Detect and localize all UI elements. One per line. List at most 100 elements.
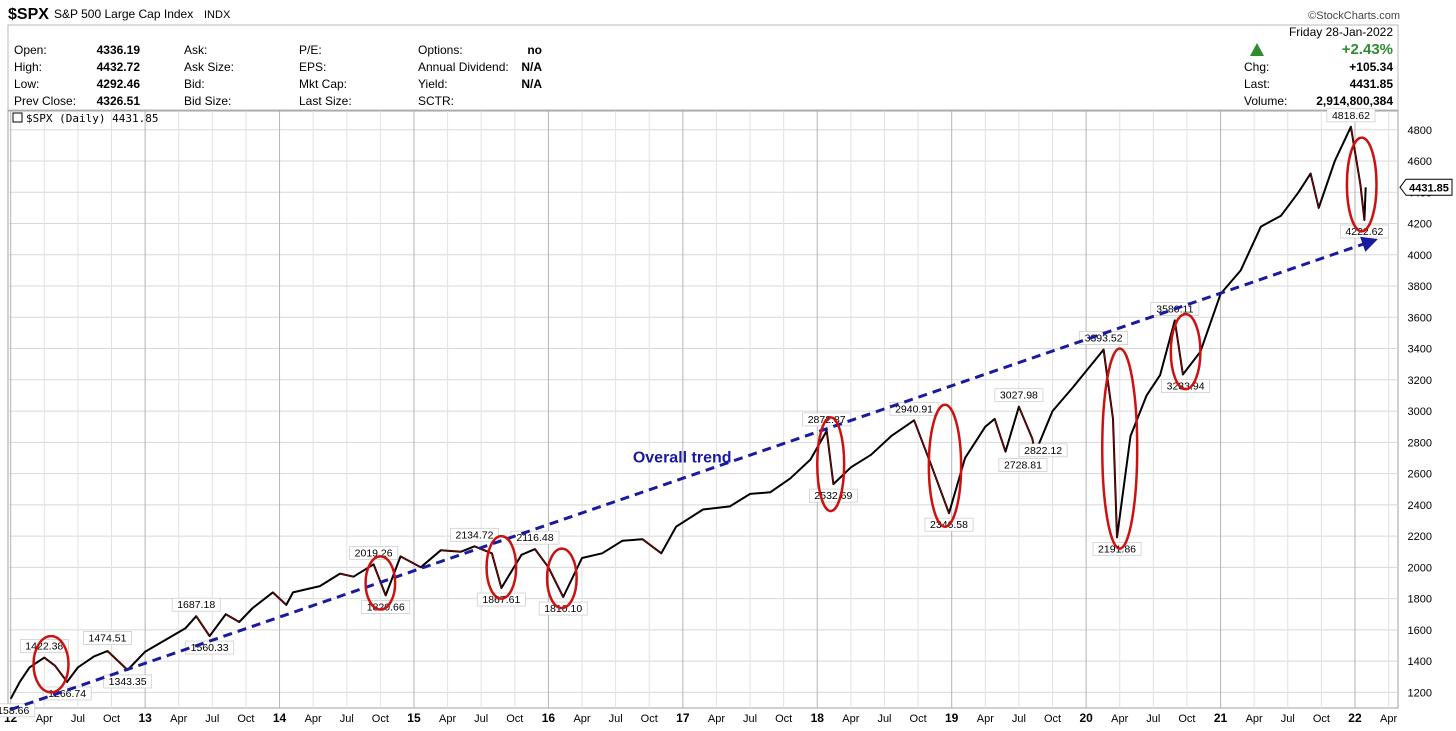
value-label-box xyxy=(171,597,221,612)
grid xyxy=(8,111,1398,708)
x-tick-label: 21 xyxy=(1214,711,1228,725)
y-tick-label: 3400 xyxy=(1408,344,1432,356)
y-tick-label: 4800 xyxy=(1408,125,1432,137)
x-tick-label: Oct xyxy=(372,713,389,725)
down-segment xyxy=(642,538,662,554)
bid-label: Bid: xyxy=(184,77,205,91)
value-label: 1158.66 xyxy=(0,705,29,717)
down-segment xyxy=(994,418,1006,452)
last-price-tag xyxy=(1399,178,1453,196)
value-label-box xyxy=(0,703,36,718)
value-label: 1343.35 xyxy=(109,676,147,688)
value-label: 2728.81 xyxy=(1004,459,1042,471)
value-label: 2191.86 xyxy=(1098,543,1136,555)
options-value: no xyxy=(527,43,542,57)
x-tick-label: Apr xyxy=(708,713,725,725)
x-tick-label: 16 xyxy=(542,711,556,725)
x-tick-label: Oct xyxy=(775,713,792,725)
x-tick-label: Apr xyxy=(842,713,859,725)
x-tick-label: Apr xyxy=(1380,713,1397,725)
legend-label: $SPX (Daily) 4431.85 xyxy=(26,112,158,125)
x-tick-label: 17 xyxy=(676,711,690,725)
y-tick-label: 2600 xyxy=(1408,469,1432,481)
options-label: Options: xyxy=(418,43,463,57)
x-tick-label: 13 xyxy=(138,711,152,725)
x-axis: 12 Apr Jul Oct 13 Apr Jul Oct 14 Apr Jul Oct 15 Apr Ju… xyxy=(4,711,1397,725)
x-tick-label: Jul xyxy=(474,713,488,725)
pe-label: P/E: xyxy=(299,43,322,57)
price-series xyxy=(9,125,1367,700)
down-segment xyxy=(1359,184,1365,221)
x-tick-label: 22 xyxy=(1348,711,1362,725)
x-tick-label: Jul xyxy=(877,713,891,725)
down-segment xyxy=(195,616,210,637)
prev-close-label: Prev Close: xyxy=(14,94,76,108)
down-segment xyxy=(1310,173,1320,208)
low-label: Low: xyxy=(14,77,39,91)
open-label: Open: xyxy=(14,43,47,57)
x-tick-label: 18 xyxy=(811,711,825,725)
down-segment xyxy=(44,657,56,667)
pct-change: +2.43% xyxy=(1342,41,1393,58)
x-tick-label: Oct xyxy=(1313,713,1330,725)
y-axis: 1200 1400 1600 1800 2000 2200 2400 2600 2800 3000… xyxy=(1408,125,1432,700)
x-tick-label: Oct xyxy=(1044,713,1061,725)
low-value: 4292.46 xyxy=(97,77,141,91)
x-tick-label: 15 xyxy=(407,711,421,725)
x-tick-label: Oct xyxy=(103,713,120,725)
eps-label: EPS: xyxy=(299,60,326,74)
annotation-circle xyxy=(1101,347,1139,550)
down-segment xyxy=(339,573,354,578)
annotation-circle xyxy=(816,416,846,513)
value-label: 2116.48 xyxy=(516,532,553,544)
x-tick-label: Oct xyxy=(910,713,927,725)
y-tick-label: 3800 xyxy=(1408,281,1432,293)
value-label-box xyxy=(103,674,153,689)
x-tick-label: Oct xyxy=(506,713,523,725)
high-value: 4432.72 xyxy=(97,60,141,74)
y-tick-label: 2000 xyxy=(1408,562,1432,574)
value-label-box xyxy=(994,388,1044,403)
trend-arrowhead xyxy=(1360,236,1378,252)
x-tick-label: Apr xyxy=(1246,713,1263,725)
annotation-circle xyxy=(927,403,963,528)
index-name: S&P 500 Large Cap Index xyxy=(54,7,193,21)
up-arrow-icon xyxy=(1250,43,1264,56)
yield-value: N/A xyxy=(521,77,542,91)
y-tick-label: 2200 xyxy=(1408,531,1432,543)
down-segment xyxy=(1103,349,1114,419)
value-label: 1422.38 xyxy=(25,641,63,653)
x-tick-label: Apr xyxy=(1111,713,1128,725)
value-label: 2822.12 xyxy=(1024,445,1062,457)
value-label: 4222.62 xyxy=(1345,226,1383,238)
down-segment xyxy=(534,548,549,568)
y-tick-label: 3000 xyxy=(1408,406,1432,418)
value-label: 1867.61 xyxy=(482,594,520,606)
value-label-box xyxy=(42,686,92,701)
x-tick-label: Oct xyxy=(1178,713,1195,725)
value-label: 3027.98 xyxy=(1000,390,1038,402)
down-segment xyxy=(1350,126,1361,185)
x-tick-label: Jul xyxy=(609,713,623,725)
x-tick-label: 19 xyxy=(945,711,959,725)
down-segment xyxy=(272,592,287,606)
x-tick-label: Apr xyxy=(170,713,187,725)
value-label: 3233.94 xyxy=(1167,381,1205,393)
annotation-circle xyxy=(32,634,70,694)
symbol: $SPX xyxy=(8,6,49,23)
down-segment xyxy=(107,650,128,671)
annotation-circle xyxy=(485,534,518,600)
y-tick-label: 1200 xyxy=(1408,687,1432,699)
chg-label: Chg: xyxy=(1244,60,1269,74)
mkt-cap-label: Mkt Cap: xyxy=(299,77,347,91)
value-label-box xyxy=(998,458,1048,472)
down-segment xyxy=(400,556,421,568)
plot-area xyxy=(7,110,1399,709)
last-price-label: 4431.85 xyxy=(1409,182,1449,194)
quote-date: Friday 28-Jan-2022 xyxy=(1289,25,1393,39)
last-price-marker: 4431.85 xyxy=(1399,178,1453,196)
value-label-box xyxy=(1018,443,1068,458)
ask-size-label: Ask Size: xyxy=(184,60,234,74)
y-tick-label: 4000 xyxy=(1408,250,1432,262)
x-tick-label: Jul xyxy=(340,713,354,725)
